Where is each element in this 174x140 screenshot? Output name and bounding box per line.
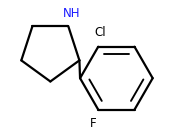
Text: Cl: Cl xyxy=(94,26,106,39)
Text: F: F xyxy=(90,117,97,130)
Text: NH: NH xyxy=(63,7,80,20)
